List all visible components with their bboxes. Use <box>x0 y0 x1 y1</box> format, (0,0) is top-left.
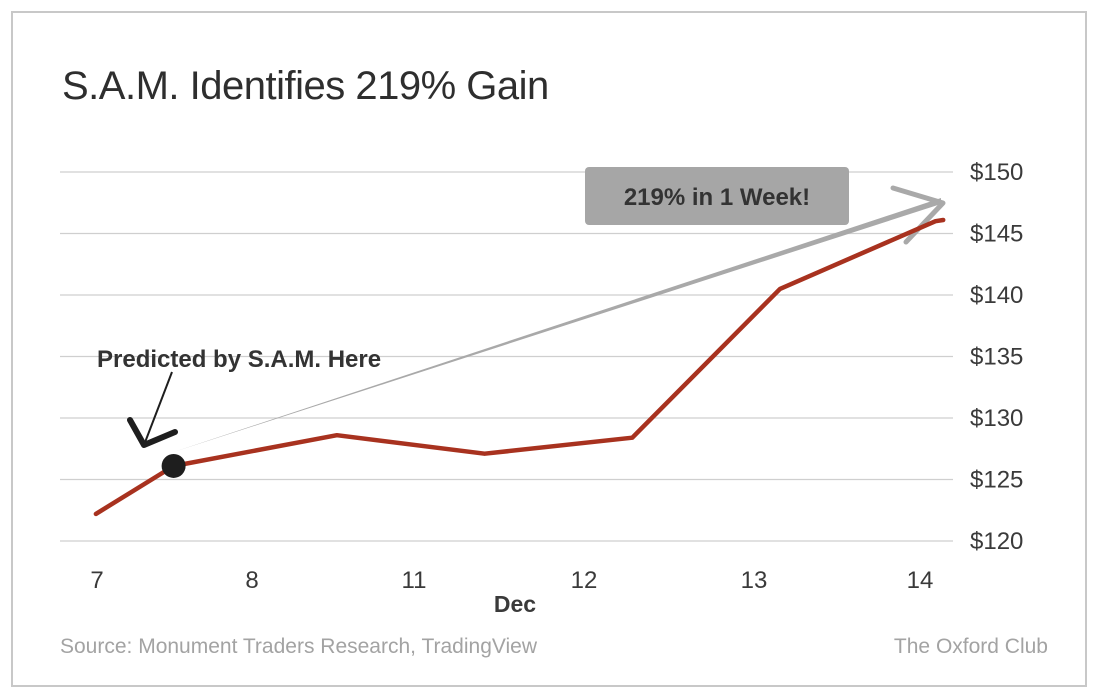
y-tick-label: $135 <box>970 344 1023 371</box>
x-tick-label: 12 <box>571 567 598 594</box>
pointer-head-icon <box>127 417 178 448</box>
prediction-label: Predicted by S.A.M. Here <box>97 346 381 373</box>
y-tick-label: $130 <box>970 405 1023 432</box>
x-tick-label: 13 <box>741 567 768 594</box>
x-tick-label: 8 <box>245 567 258 594</box>
y-tick-label: $145 <box>970 221 1023 248</box>
y-tick-label: $140 <box>970 282 1023 309</box>
callout-box <box>585 167 849 225</box>
x-axis-labels: 7 8 11 12 13 14 <box>90 567 933 594</box>
x-tick-label: 7 <box>90 567 103 594</box>
x-tick-label: 14 <box>907 567 934 594</box>
chart-title: S.A.M. Identifies 219% Gain <box>62 64 549 108</box>
price-line <box>93 217 946 517</box>
prediction-marker <box>161 453 186 478</box>
pointer-stem <box>143 371 173 446</box>
x-tick-label: 11 <box>402 567 427 594</box>
y-tick-label: $120 <box>970 528 1023 555</box>
trend-arrow-shaft <box>173 198 941 452</box>
chart-frame <box>11 11 1087 687</box>
brand-label: The Oxford Club <box>893 635 1048 658</box>
y-tick-label: $150 <box>970 159 1023 186</box>
pointer-arrow-icon <box>127 371 178 448</box>
source-note: Source: Monument Traders Research, Tradi… <box>60 635 538 658</box>
x-axis-title: Dec <box>494 591 536 617</box>
y-tick-label: $125 <box>970 467 1023 494</box>
trend-arrow <box>173 185 946 452</box>
grid-lines <box>60 171 953 542</box>
y-axis-labels: $150 $145 $140 $135 $130 $125 $120 <box>970 159 1023 555</box>
callout-label: 219% in 1 Week! <box>624 184 810 211</box>
